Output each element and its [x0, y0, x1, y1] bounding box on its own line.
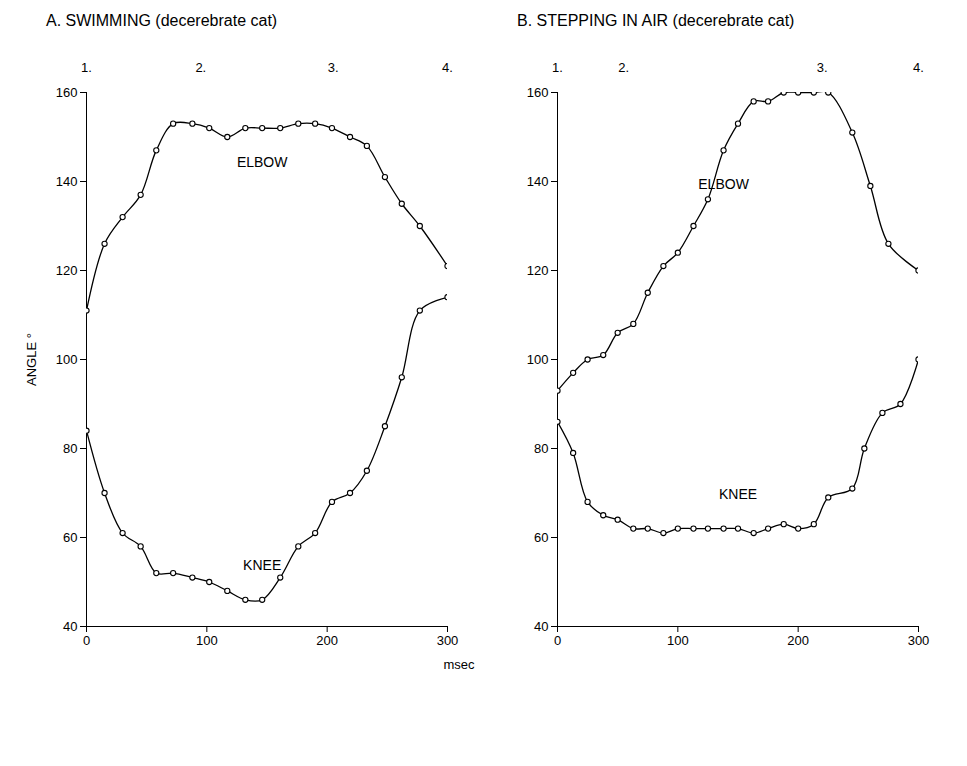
svg-text:msec: msec [443, 657, 475, 672]
svg-text:60: 60 [63, 530, 77, 545]
svg-text:140: 140 [527, 174, 549, 189]
svg-text:KNEE: KNEE [243, 557, 281, 573]
svg-text:140: 140 [56, 174, 78, 189]
svg-text:2.: 2. [618, 60, 629, 75]
svg-text:200: 200 [787, 633, 809, 648]
svg-text:300: 300 [908, 633, 930, 648]
svg-text:80: 80 [534, 441, 548, 456]
svg-text:0: 0 [554, 633, 561, 648]
svg-text:120: 120 [56, 263, 78, 278]
svg-text:1.: 1. [552, 60, 563, 75]
svg-text:0: 0 [83, 633, 90, 648]
svg-text:4.: 4. [913, 60, 924, 75]
svg-text:2.: 2. [195, 60, 206, 75]
svg-text:3.: 3. [328, 60, 339, 75]
svg-text:300: 300 [437, 633, 459, 648]
svg-text:80: 80 [63, 441, 77, 456]
svg-text:40: 40 [534, 619, 548, 634]
svg-text:120: 120 [527, 263, 549, 278]
svg-text:ELBOW: ELBOW [698, 176, 749, 192]
svg-text:ELBOW: ELBOW [237, 154, 288, 170]
svg-text:3.: 3. [817, 60, 828, 75]
svg-text:160: 160 [527, 85, 549, 100]
svg-text:1.: 1. [81, 60, 92, 75]
svg-text:200: 200 [316, 633, 338, 648]
svg-text:KNEE: KNEE [719, 486, 757, 502]
svg-text:100: 100 [56, 352, 78, 367]
svg-text:60: 60 [534, 530, 548, 545]
svg-text:ANGLE °: ANGLE ° [24, 333, 39, 386]
svg-text:40: 40 [63, 619, 77, 634]
svg-text:160: 160 [56, 85, 78, 100]
svg-text:100: 100 [196, 633, 218, 648]
svg-text:100: 100 [667, 633, 689, 648]
svg-text:100: 100 [527, 352, 549, 367]
html-text:A. SWIMMING (decerebrate cat): A. SWIMMING (decerebrate cat) [46, 12, 278, 29]
svg-text:4.: 4. [442, 60, 453, 75]
html-text:B. STEPPING IN AIR (decerebrat: B. STEPPING IN AIR (decerebrate cat) [517, 12, 795, 29]
